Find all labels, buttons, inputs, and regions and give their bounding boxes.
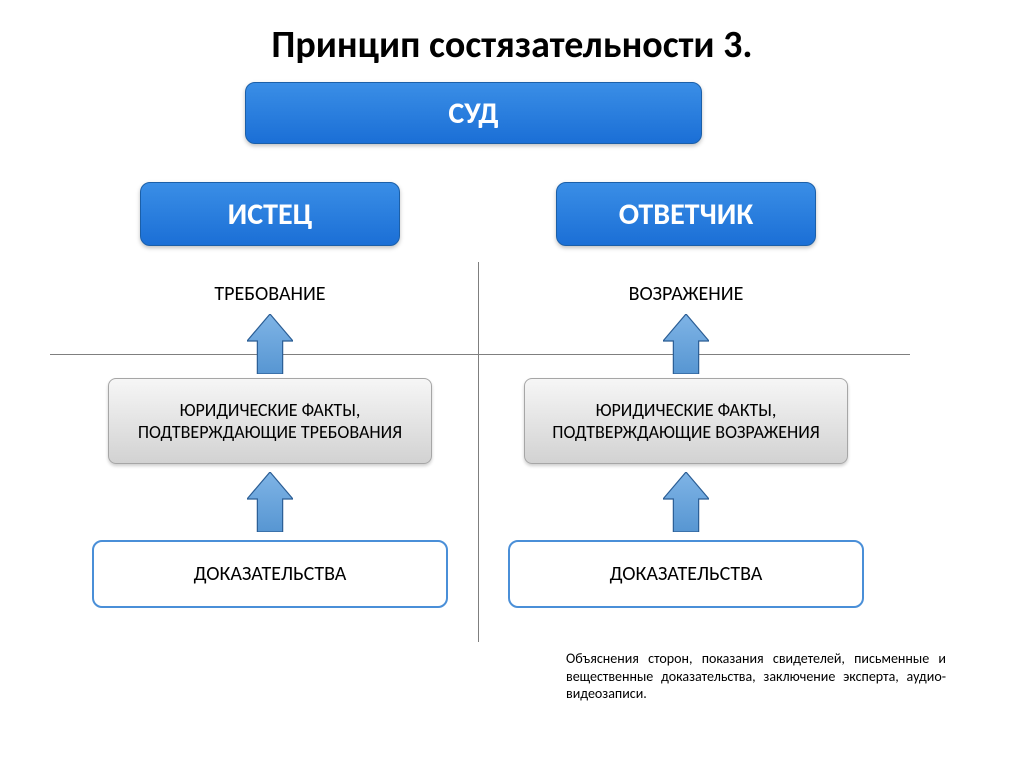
evidence-right-text: ДОКАЗАТЕЛЬСТВА: [610, 562, 763, 586]
facts-right-text: ЮРИДИЧЕСКИЕ ФАКТЫ, ПОДТВЕРЖДАЮЩИЕ ВОЗРАЖ…: [535, 399, 837, 444]
court-box: СУД: [245, 82, 702, 144]
court-label: СУД: [448, 95, 498, 132]
evidence-left-box: ДОКАЗАТЕЛЬСТВА: [92, 540, 448, 608]
arrow-left-bottom: [247, 472, 293, 532]
arrow-left-top: [247, 314, 293, 374]
requirement-label: ТРЕБОВАНИЕ: [170, 282, 370, 306]
objection-label: ВОЗРАЖЕНИЕ: [586, 282, 786, 306]
defendant-box: ОТВЕТЧИК: [556, 182, 816, 246]
facts-right-box: ЮРИДИЧЕСКИЕ ФАКТЫ, ПОДТВЕРЖДАЮЩИЕ ВОЗРАЖ…: [524, 378, 848, 464]
plaintiff-label: ИСТЕЦ: [228, 196, 313, 233]
facts-left-text: ЮРИДИЧЕСКИЕ ФАКТЫ, ПОДТВЕРЖДАЮЩИЕ ТРЕБОВ…: [119, 399, 421, 444]
divider-vertical: [478, 262, 479, 642]
arrow-right-top: [663, 314, 709, 374]
arrow-right-bottom: [663, 472, 709, 532]
plaintiff-box: ИСТЕЦ: [140, 182, 400, 246]
slide-title: Принцип состязательности 3.: [0, 0, 1024, 68]
defendant-label: ОТВЕТЧИК: [619, 196, 753, 233]
evidence-left-text: ДОКАЗАТЕЛЬСТВА: [194, 562, 347, 586]
divider-horizontal: [50, 354, 910, 355]
evidence-right-box: ДОКАЗАТЕЛЬСТВА: [508, 540, 864, 608]
facts-left-box: ЮРИДИЧЕСКИЕ ФАКТЫ, ПОДТВЕРЖДАЮЩИЕ ТРЕБОВ…: [108, 378, 432, 464]
footnote-text: Объяснения сторон, показания свидетелей,…: [566, 650, 946, 703]
